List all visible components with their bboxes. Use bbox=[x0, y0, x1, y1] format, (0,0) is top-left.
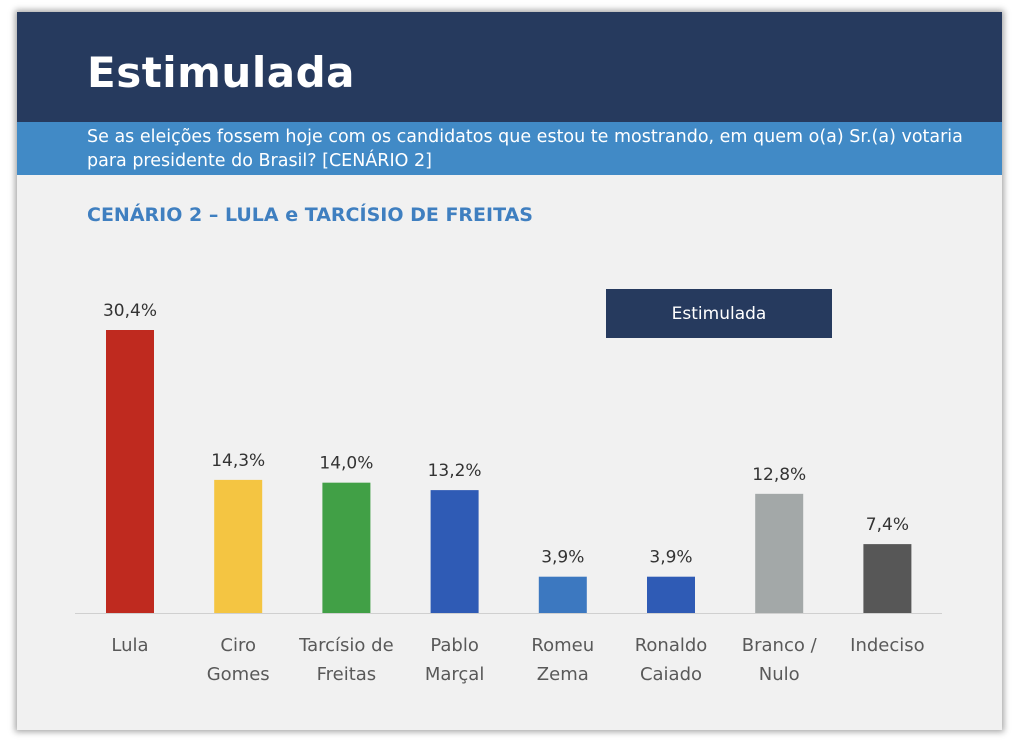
category-label-0: Lula bbox=[111, 635, 148, 656]
header-band bbox=[17, 12, 1002, 122]
bar-0 bbox=[106, 330, 154, 613]
data-label-3: 13,2% bbox=[428, 461, 482, 481]
category-label-6-line-0: Branco / bbox=[742, 635, 818, 656]
category-label-1-line-1: Gomes bbox=[207, 664, 270, 685]
category-label-2-line-1: Freitas bbox=[317, 664, 377, 685]
data-label-7: 7,4% bbox=[866, 515, 909, 535]
data-label-5: 3,9% bbox=[649, 548, 692, 568]
legend-box: Estimulada bbox=[606, 289, 832, 338]
category-label-7: Indeciso bbox=[850, 635, 925, 656]
subtitle-band bbox=[17, 122, 1002, 175]
data-label-6: 12,8% bbox=[752, 465, 806, 485]
category-label-5-line-0: Ronaldo bbox=[635, 635, 708, 656]
slide-card: Estimulada Se as eleições fossem hoje co… bbox=[17, 12, 1002, 730]
category-label-4-line-0: Romeu bbox=[531, 635, 594, 656]
page-title: Estimulada bbox=[87, 48, 355, 97]
category-label-2-line-0: Tarcísio de bbox=[298, 635, 394, 656]
bar-1 bbox=[214, 479, 263, 613]
bar-6 bbox=[755, 493, 804, 613]
scenario-title: CENÁRIO 2 – LULA e TARCÍSIO DE FREITAS bbox=[87, 204, 533, 226]
data-label-4: 3,9% bbox=[541, 548, 584, 568]
data-label-1: 14,3% bbox=[211, 451, 265, 471]
bar-2 bbox=[322, 482, 371, 613]
data-label-0: 30,4% bbox=[103, 301, 157, 321]
category-label-1-line-0: Ciro bbox=[220, 635, 256, 656]
category-label-3-line-0: Pablo bbox=[430, 635, 479, 656]
bar-4 bbox=[538, 576, 587, 613]
category-label-5-line-1: Caiado bbox=[640, 664, 702, 685]
question-text: Se as eleições fossem hoje com os candid… bbox=[87, 127, 963, 171]
data-label-2: 14,0% bbox=[319, 454, 373, 474]
category-label-4-line-1: Zema bbox=[537, 664, 589, 685]
bar-7 bbox=[863, 544, 912, 613]
bar-5 bbox=[647, 576, 695, 613]
category-label-3-line-1: Marçal bbox=[425, 664, 485, 685]
legend-label: Estimulada bbox=[671, 303, 767, 324]
bar-3 bbox=[430, 490, 479, 613]
category-label-6-line-1: Nulo bbox=[759, 664, 800, 685]
